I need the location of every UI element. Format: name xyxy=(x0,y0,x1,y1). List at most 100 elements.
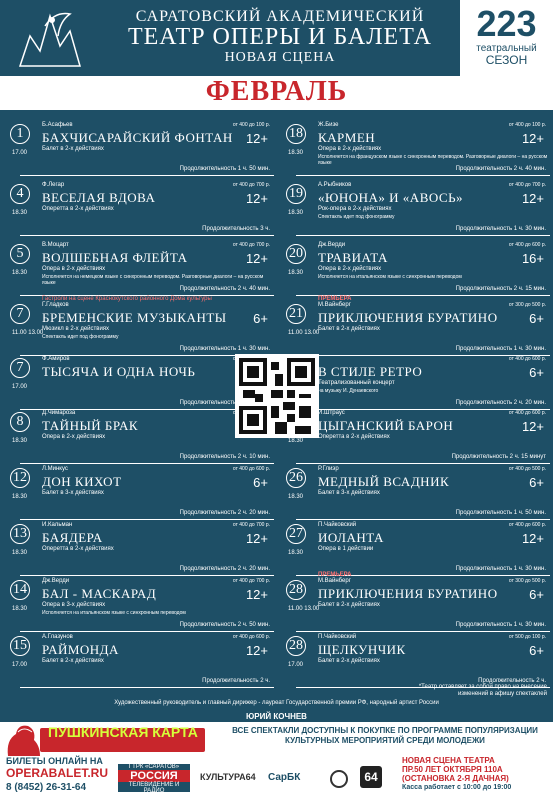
performance-price: от 400 до 500 р. xyxy=(508,466,546,472)
performance-genre: Театрализованный концерт xyxy=(318,380,395,386)
performance-genre: Рок-опера в 2-х действиях xyxy=(318,206,392,212)
divider xyxy=(296,175,550,176)
performance-date: 1 xyxy=(10,124,30,144)
performance-genre: Балет в 2-х действиях xyxy=(318,326,380,332)
performance-price: от 400 до 700 р. xyxy=(232,578,270,584)
performance-title: БРЕМЕНСКИЕ МУЗЫКАНТЫ xyxy=(42,310,227,325)
pushkin-portrait-icon xyxy=(7,725,40,756)
performance-duration: Продолжительность 1 ч. 30 мин. xyxy=(455,226,546,232)
performance-author: Дж.Верди xyxy=(318,242,346,248)
kultura-logo: КУЛЬТУРА64 xyxy=(200,772,256,782)
performance-title: ИОЛАНТА xyxy=(318,530,384,545)
performance-entry: 4 18.30 Ф.Легар от 400 до 700 р. ВЕСЕЛАЯ ВДО… xyxy=(6,176,274,236)
divider xyxy=(20,175,274,176)
performance-price: от 400 до 600 р. xyxy=(508,410,546,416)
performance-age-rating: 6+ xyxy=(529,311,544,326)
divider xyxy=(20,575,274,576)
divider xyxy=(296,409,550,410)
performance-date: 7 xyxy=(10,304,30,324)
divider xyxy=(296,235,550,236)
performance-date: 14 xyxy=(10,580,30,600)
performance-price: от 300 до 500 р. xyxy=(508,578,546,584)
divider xyxy=(296,575,550,576)
performance-date: 20 xyxy=(286,244,306,264)
performance-title: БАЛ - МАСКАРАД xyxy=(42,586,157,601)
performance-time: 17.00 xyxy=(12,384,28,390)
month-title: ФЕВРАЛЬ xyxy=(0,76,553,110)
performance-entry: 12 18.30 Л.Минкус от 400 до 600 р. ДОН КИХОТ… xyxy=(6,460,274,520)
performance-time: 18.30 xyxy=(288,550,304,556)
performance-price: от 400 до 600 р. xyxy=(508,356,546,362)
performance-age-rating: 12+ xyxy=(245,251,268,266)
header-line2: ТЕАТР ОПЕРЫ И БАЛЕТА xyxy=(127,24,432,50)
performance-price: от 400 до 100 р. xyxy=(232,122,270,128)
performance-duration: Продолжительность 2 ч. xyxy=(478,678,546,684)
divider xyxy=(296,295,550,296)
performance-author: М.Вайнберг xyxy=(318,578,351,584)
performance-note: Исполняется на немецком языке с синхронн… xyxy=(42,274,264,286)
performance-title: КАРМЕН xyxy=(318,130,376,145)
performance-title: ПРИКЛЮЧЕНИЯ БУРАТИНО xyxy=(318,586,498,601)
performance-time: 11.00 13.00 xyxy=(288,330,320,336)
performance-time: 18.30 xyxy=(288,210,304,216)
header-line3: НОВАЯ СЦЕНА xyxy=(224,50,336,65)
performance-duration: Продолжительность 2 ч. 40 мин. xyxy=(455,166,546,172)
performance-entry: 26 18.30 Р.Глиэр от 400 до 500 р. МЕДНЫЙ ВСА… xyxy=(282,460,550,520)
performance-entry: 5 18.30 В.Моцарт от 400 до 700 р. ВОЛШЕБНАЯ … xyxy=(6,236,274,296)
rossia-logo: ГТРК «САРАТОВ» РОССИЯ ТЕЛЕВИДЕНИЕ И РАДИ… xyxy=(118,764,190,794)
performance-age-rating: 12+ xyxy=(245,531,268,546)
performance-duration: Продолжительность 1 ч. 30 мин. xyxy=(455,346,546,352)
phone-number[interactable]: 8 (8452) 26-31-64 xyxy=(6,782,87,793)
performance-time: 17.00 xyxy=(12,662,28,668)
performance-title: «ЮНОНА» И «АВОСЬ» xyxy=(318,190,464,205)
performance-price: от 400 до 600 р. xyxy=(232,634,270,640)
rossia-name: РОССИЯ xyxy=(118,770,190,782)
season-line2: СЕЗОН xyxy=(485,53,528,67)
performance-duration: Продолжительность 2 ч. 40 мин. xyxy=(179,286,270,292)
performance-time: 18.30 xyxy=(12,210,28,216)
performance-author: Б.Асафьев xyxy=(42,122,73,128)
performance-time: 18.30 xyxy=(12,550,28,556)
performance-entry: 717.00Ф.Амировот 400 до 700 р.ТЫСЯЧА И О… xyxy=(6,350,274,410)
performance-price: от 400 до 600 р. xyxy=(508,242,546,248)
performance-author: И.Кальман xyxy=(42,522,73,528)
performance-author: И.Штраус xyxy=(318,410,345,416)
divider xyxy=(296,355,550,356)
performance-date: 28 xyxy=(286,580,306,600)
performance-entry: 21 11.00 13.00 ПРЕМЬЕРА М.Вайнберг от 300 до… xyxy=(282,296,550,356)
performance-date: 7 xyxy=(10,358,30,378)
performance-genre: Балет в 2-х действиях xyxy=(42,658,104,664)
performance-genre: Балет в 2-х действиях xyxy=(318,602,380,608)
performance-age-rating: 16+ xyxy=(521,251,544,266)
performance-note: Исполняется на итальянском языке с синхр… xyxy=(318,274,462,280)
performance-price: от 400 до 700 р. xyxy=(232,522,270,528)
performance-genre: Опера в 2-х действиях xyxy=(318,146,382,152)
performance-date: 4 xyxy=(10,184,30,204)
performance-duration: Продолжительность 1 ч. 30 мин. xyxy=(179,346,270,352)
performance-age-rating: 6+ xyxy=(253,475,268,490)
performance-price: от 400 до 600 р. xyxy=(508,522,546,528)
site-link[interactable]: OPERABALET.RU xyxy=(6,766,109,780)
performance-duration: Продолжительность 2 ч. 10 мин. xyxy=(179,454,270,460)
performance-price: от 400 до 700 р. xyxy=(232,182,270,188)
performance-time: 18.30 xyxy=(288,438,304,444)
performance-age-rating: 12+ xyxy=(245,587,268,602)
footer: ПУШКИНСКАЯ КАРТА ВСЕ СПЕКТАКЛИ ДОСТУПНЫ … xyxy=(0,722,553,800)
performance-time: 18.30 xyxy=(288,494,304,500)
performance-entry: 13 18.30 И.Кальман от 400 до 700 р. БАЯДЕРА 1… xyxy=(6,516,274,576)
pushkin-card-banner xyxy=(40,728,205,752)
performance-title: ПРИКЛЮЧЕНИЯ БУРАТИНО xyxy=(318,310,498,325)
promo-text: ВСЕ СПЕКТАКЛИ ДОСТУПНЫ К ПОКУПКЕ ПО ПРОГ… xyxy=(232,726,538,745)
performance-duration: Продолжительность 1 ч. 30 мин. xyxy=(179,400,270,406)
performance-duration: Продолжительность 1 ч. 30 мин. xyxy=(455,622,546,628)
performance-date: 19 xyxy=(286,184,306,204)
performance-entry: 818.30Д.Чимарозаот 400 до 600 р.ТАЙНЫЙ Б… xyxy=(6,404,274,464)
performance-price: от 500 до 100 р. xyxy=(508,634,546,640)
divider xyxy=(296,519,550,520)
performance-genre: Балет в 3-х действиях xyxy=(42,490,104,496)
performance-date: 8 xyxy=(10,412,30,432)
performance-duration: Продолжительность 3 ч. xyxy=(202,226,270,232)
address-line3: (ОСТАНОВКА 2-Я ДАЧНАЯ) xyxy=(402,774,509,783)
divider xyxy=(20,631,274,632)
